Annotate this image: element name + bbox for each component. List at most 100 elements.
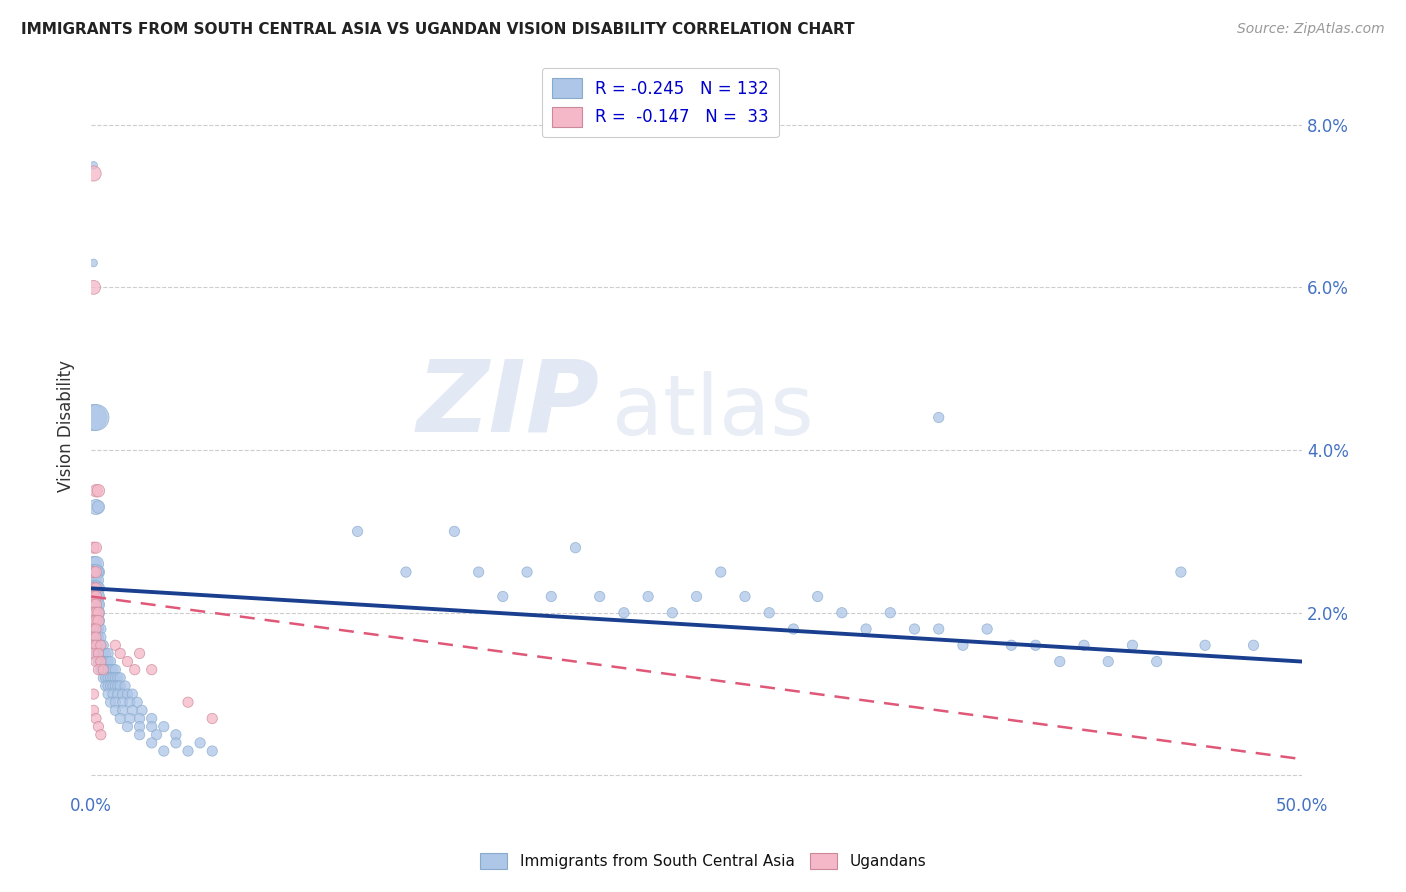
Point — [124, 663, 146, 677]
Point — [94, 679, 117, 693]
Point — [141, 711, 163, 725]
Point — [443, 524, 465, 539]
Point — [118, 711, 141, 725]
Point — [177, 744, 200, 758]
Point — [84, 565, 107, 579]
Point — [1097, 655, 1119, 669]
Point — [108, 671, 131, 685]
Point — [84, 598, 107, 612]
Point — [87, 606, 110, 620]
Point — [1025, 638, 1047, 652]
Point — [153, 744, 176, 758]
Point — [84, 655, 107, 669]
Point — [84, 582, 107, 596]
Point — [87, 630, 110, 644]
Point — [90, 630, 112, 644]
Point — [83, 280, 105, 294]
Point — [100, 679, 122, 693]
Point — [83, 565, 105, 579]
Point — [710, 565, 733, 579]
Point — [90, 655, 112, 669]
Point — [87, 500, 110, 514]
Point — [807, 590, 830, 604]
Point — [128, 711, 150, 725]
Point — [117, 655, 139, 669]
Point — [84, 573, 107, 587]
Point — [94, 647, 117, 661]
Point — [83, 590, 105, 604]
Point — [104, 671, 127, 685]
Point — [145, 728, 167, 742]
Point — [83, 606, 105, 620]
Point — [94, 663, 117, 677]
Point — [128, 720, 150, 734]
Point — [84, 638, 107, 652]
Point — [1073, 638, 1095, 652]
Point — [928, 410, 950, 425]
Point — [101, 679, 124, 693]
Point — [84, 711, 107, 725]
Point — [153, 720, 176, 734]
Point — [87, 663, 110, 677]
Point — [87, 483, 110, 498]
Point — [108, 647, 131, 661]
Point — [97, 671, 120, 685]
Point — [928, 622, 950, 636]
Point — [201, 711, 224, 725]
Point — [87, 638, 110, 652]
Point — [83, 158, 105, 172]
Point — [84, 614, 107, 628]
Point — [121, 703, 143, 717]
Point — [91, 663, 114, 677]
Point — [101, 663, 124, 677]
Point — [87, 614, 110, 628]
Point — [117, 687, 139, 701]
Point — [87, 582, 110, 596]
Point — [97, 663, 120, 677]
Point — [87, 720, 110, 734]
Point — [83, 582, 105, 596]
Point — [84, 590, 107, 604]
Point — [87, 606, 110, 620]
Point — [1000, 638, 1022, 652]
Point — [540, 590, 562, 604]
Point — [83, 590, 105, 604]
Point — [90, 638, 112, 652]
Point — [90, 663, 112, 677]
Point — [1243, 638, 1265, 652]
Point — [83, 638, 105, 652]
Point — [1170, 565, 1192, 579]
Point — [84, 590, 107, 604]
Point — [90, 622, 112, 636]
Point — [84, 614, 107, 628]
Point — [141, 663, 163, 677]
Point — [117, 720, 139, 734]
Point — [141, 720, 163, 734]
Point — [83, 630, 105, 644]
Point — [83, 614, 105, 628]
Point — [94, 671, 117, 685]
Point — [492, 590, 515, 604]
Point — [91, 663, 114, 677]
Point — [127, 695, 149, 709]
Point — [97, 655, 120, 669]
Point — [395, 565, 418, 579]
Point — [589, 590, 612, 604]
Point — [84, 630, 107, 644]
Point — [165, 736, 187, 750]
Text: atlas: atlas — [612, 370, 814, 451]
Point — [346, 524, 368, 539]
Point — [83, 541, 105, 555]
Point — [91, 655, 114, 669]
Point — [100, 663, 122, 677]
Point — [84, 410, 107, 425]
Point — [83, 598, 105, 612]
Point — [758, 606, 780, 620]
Point — [91, 638, 114, 652]
Point — [84, 622, 107, 636]
Point — [101, 671, 124, 685]
Point — [1194, 638, 1216, 652]
Point — [94, 655, 117, 669]
Point — [516, 565, 538, 579]
Point — [90, 638, 112, 652]
